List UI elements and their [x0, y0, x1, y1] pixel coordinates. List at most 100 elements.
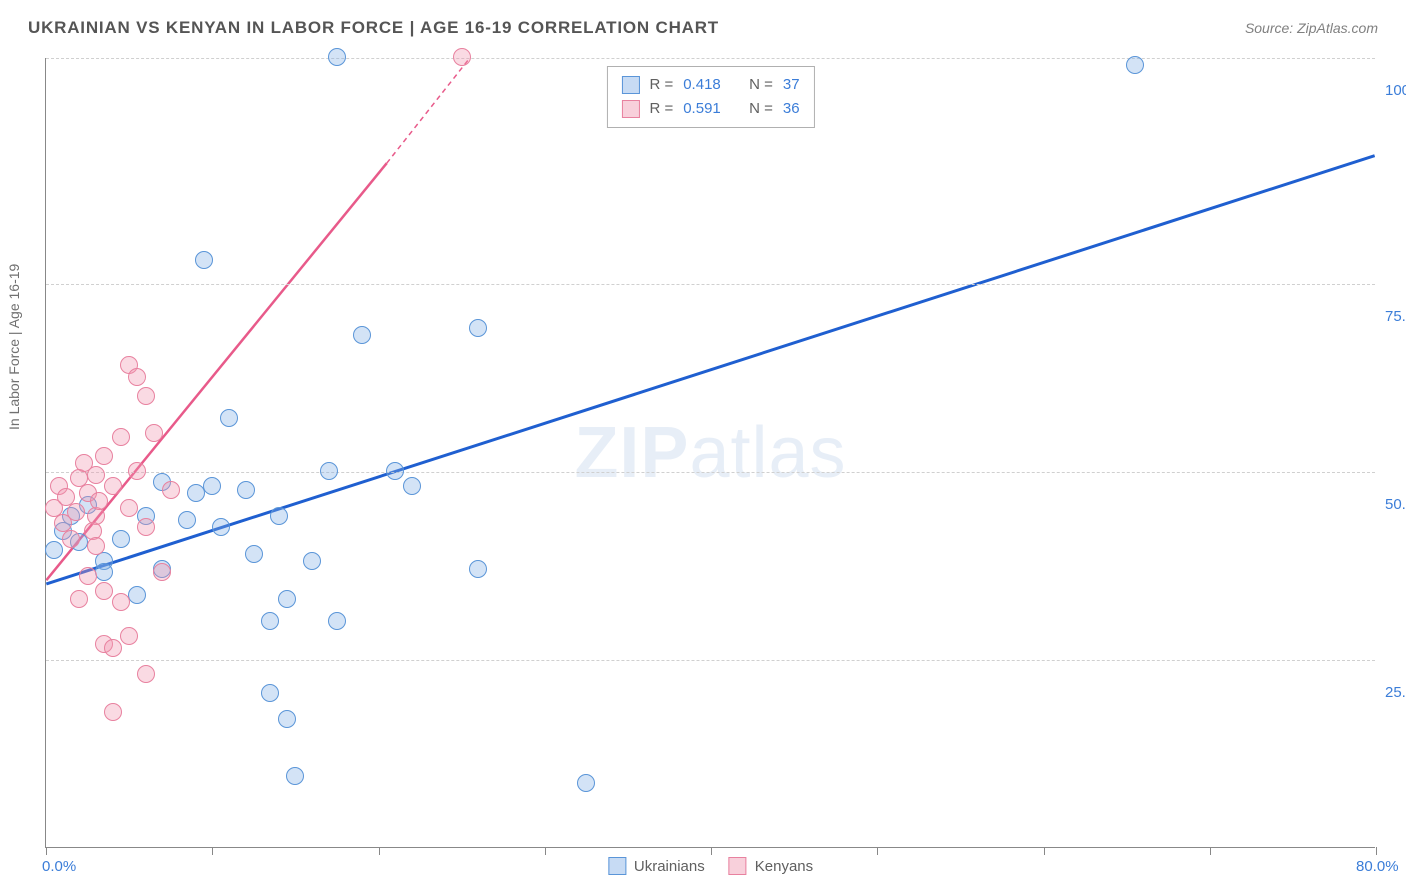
legend-swatch — [621, 76, 639, 94]
data-point — [278, 590, 296, 608]
legend-item: Kenyans — [729, 857, 813, 875]
y-tick-label: 50.0% — [1385, 496, 1406, 513]
x-tick — [545, 847, 546, 855]
data-point — [95, 582, 113, 600]
r-value: 0.418 — [683, 73, 721, 97]
trend-line — [387, 58, 470, 163]
data-point — [112, 530, 130, 548]
correlation-legend: R = 0.418 N = 37 R = 0.591 N = 36 — [606, 66, 814, 128]
data-point — [577, 774, 595, 792]
data-point — [95, 447, 113, 465]
source-attribution: Source: ZipAtlas.com — [1245, 20, 1378, 36]
r-label: R = — [649, 73, 673, 97]
x-tick — [46, 847, 47, 855]
y-tick-label: 25.0% — [1385, 684, 1406, 701]
data-point — [286, 767, 304, 785]
data-point — [128, 368, 146, 386]
data-point — [70, 590, 88, 608]
data-point — [137, 387, 155, 405]
data-point — [87, 466, 105, 484]
series-legend: Ukrainians Kenyans — [608, 857, 813, 875]
gridline — [46, 58, 1375, 59]
data-point — [220, 409, 238, 427]
data-point — [203, 477, 221, 495]
data-point — [386, 462, 404, 480]
data-point — [270, 507, 288, 525]
data-point — [79, 567, 97, 585]
n-label: N = — [749, 97, 773, 121]
data-point — [453, 48, 471, 66]
legend-swatch — [729, 857, 747, 875]
data-point — [403, 477, 421, 495]
data-point — [153, 563, 171, 581]
data-point — [469, 319, 487, 337]
data-point — [87, 537, 105, 555]
data-point — [112, 428, 130, 446]
x-tick — [711, 847, 712, 855]
data-point — [90, 492, 108, 510]
data-point — [120, 627, 138, 645]
data-point — [237, 481, 255, 499]
watermark: ZIPatlas — [574, 412, 846, 494]
y-tick-label: 100.0% — [1385, 82, 1406, 99]
data-point — [1126, 56, 1144, 74]
data-point — [328, 612, 346, 630]
chart-title: UKRAINIAN VS KENYAN IN LABOR FORCE | AGE… — [28, 18, 719, 38]
x-tick-label: 80.0% — [1356, 858, 1399, 875]
x-tick — [1044, 847, 1045, 855]
data-point — [187, 484, 205, 502]
data-point — [145, 424, 163, 442]
legend-label: Ukrainians — [634, 858, 705, 875]
data-point — [137, 665, 155, 683]
x-tick — [1376, 847, 1377, 855]
x-tick — [212, 847, 213, 855]
r-value: 0.591 — [683, 97, 721, 121]
data-point — [328, 48, 346, 66]
data-point — [469, 560, 487, 578]
data-point — [104, 477, 122, 495]
data-point — [45, 541, 63, 559]
gridline — [46, 472, 1375, 473]
legend-swatch — [608, 857, 626, 875]
x-tick — [379, 847, 380, 855]
legend-label: Kenyans — [755, 858, 813, 875]
gridline — [46, 660, 1375, 661]
n-label: N = — [749, 73, 773, 97]
x-tick-label: 0.0% — [42, 858, 76, 875]
data-point — [303, 552, 321, 570]
legend-swatch — [621, 100, 639, 118]
n-value: 37 — [783, 73, 800, 97]
data-point — [95, 563, 113, 581]
data-point — [120, 499, 138, 517]
data-point — [62, 530, 80, 548]
data-point — [278, 710, 296, 728]
x-tick — [1210, 847, 1211, 855]
data-point — [128, 586, 146, 604]
data-point — [261, 612, 279, 630]
x-tick — [877, 847, 878, 855]
legend-item: Ukrainians — [608, 857, 705, 875]
data-point — [353, 326, 371, 344]
r-label: R = — [649, 97, 673, 121]
y-tick-label: 75.0% — [1385, 308, 1406, 325]
data-point — [212, 518, 230, 536]
data-point — [320, 462, 338, 480]
legend-row: R = 0.591 N = 36 — [621, 97, 799, 121]
data-point — [128, 462, 146, 480]
data-point — [195, 251, 213, 269]
data-point — [261, 684, 279, 702]
data-point — [162, 481, 180, 499]
data-point — [112, 593, 130, 611]
data-point — [245, 545, 263, 563]
data-point — [67, 503, 85, 521]
data-point — [104, 703, 122, 721]
legend-row: R = 0.418 N = 37 — [621, 73, 799, 97]
trend-lines-layer — [46, 58, 1375, 847]
trend-line — [46, 156, 1374, 584]
gridline — [46, 284, 1375, 285]
data-point — [178, 511, 196, 529]
y-axis-label: In Labor Force | Age 16-19 — [6, 264, 22, 430]
data-point — [104, 639, 122, 657]
n-value: 36 — [783, 97, 800, 121]
scatter-chart: ZIPatlas R = 0.418 N = 37 R = 0.591 N = … — [45, 58, 1375, 848]
